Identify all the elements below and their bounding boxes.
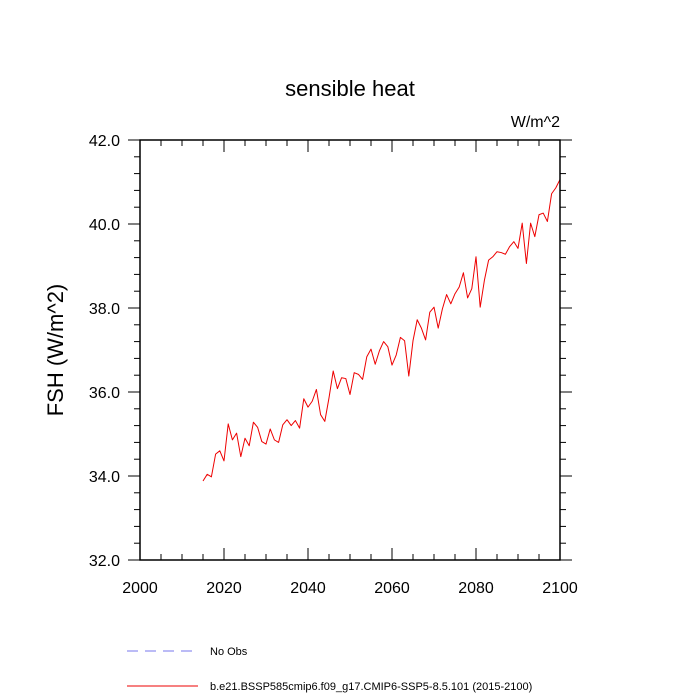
y-axis-label: FSH (W/m^2)	[43, 284, 68, 417]
plot-frame	[139, 139, 561, 561]
chart-title: sensible heat	[285, 76, 415, 101]
x-tick-label: 2080	[458, 580, 494, 597]
axis-ticks	[128, 139, 572, 561]
x-tick-label: 2060	[374, 580, 410, 597]
y-tick-label: 36.0	[89, 385, 120, 402]
tick-labels: 2000 2020 2040 2060 2080 2100 32.0 34.0 36.0 38.0…	[89, 133, 578, 597]
y-tick-label: 42.0	[89, 133, 120, 150]
y-tick-label: 38.0	[89, 301, 120, 318]
legend: No Obs b.e21.BSSP585cmip6.f09_g17.CMIP6-…	[127, 646, 532, 693]
units-label: W/m^2	[511, 114, 560, 131]
x-tick-label: 2020	[206, 580, 242, 597]
x-tick-label: 2040	[290, 580, 326, 597]
x-tick-label: 2100	[542, 580, 578, 597]
series-line-model	[202, 179, 561, 482]
data-series	[202, 179, 561, 482]
y-tick-label: 32.0	[89, 553, 120, 570]
x-tick-label: 2000	[122, 580, 158, 597]
legend-model-label: b.e21.BSSP585cmip6.f09_g17.CMIP6-SSP5-8.…	[210, 681, 532, 693]
y-tick-label: 40.0	[89, 217, 120, 234]
legend-obs-label: No Obs	[210, 646, 248, 658]
y-tick-label: 34.0	[89, 469, 120, 486]
